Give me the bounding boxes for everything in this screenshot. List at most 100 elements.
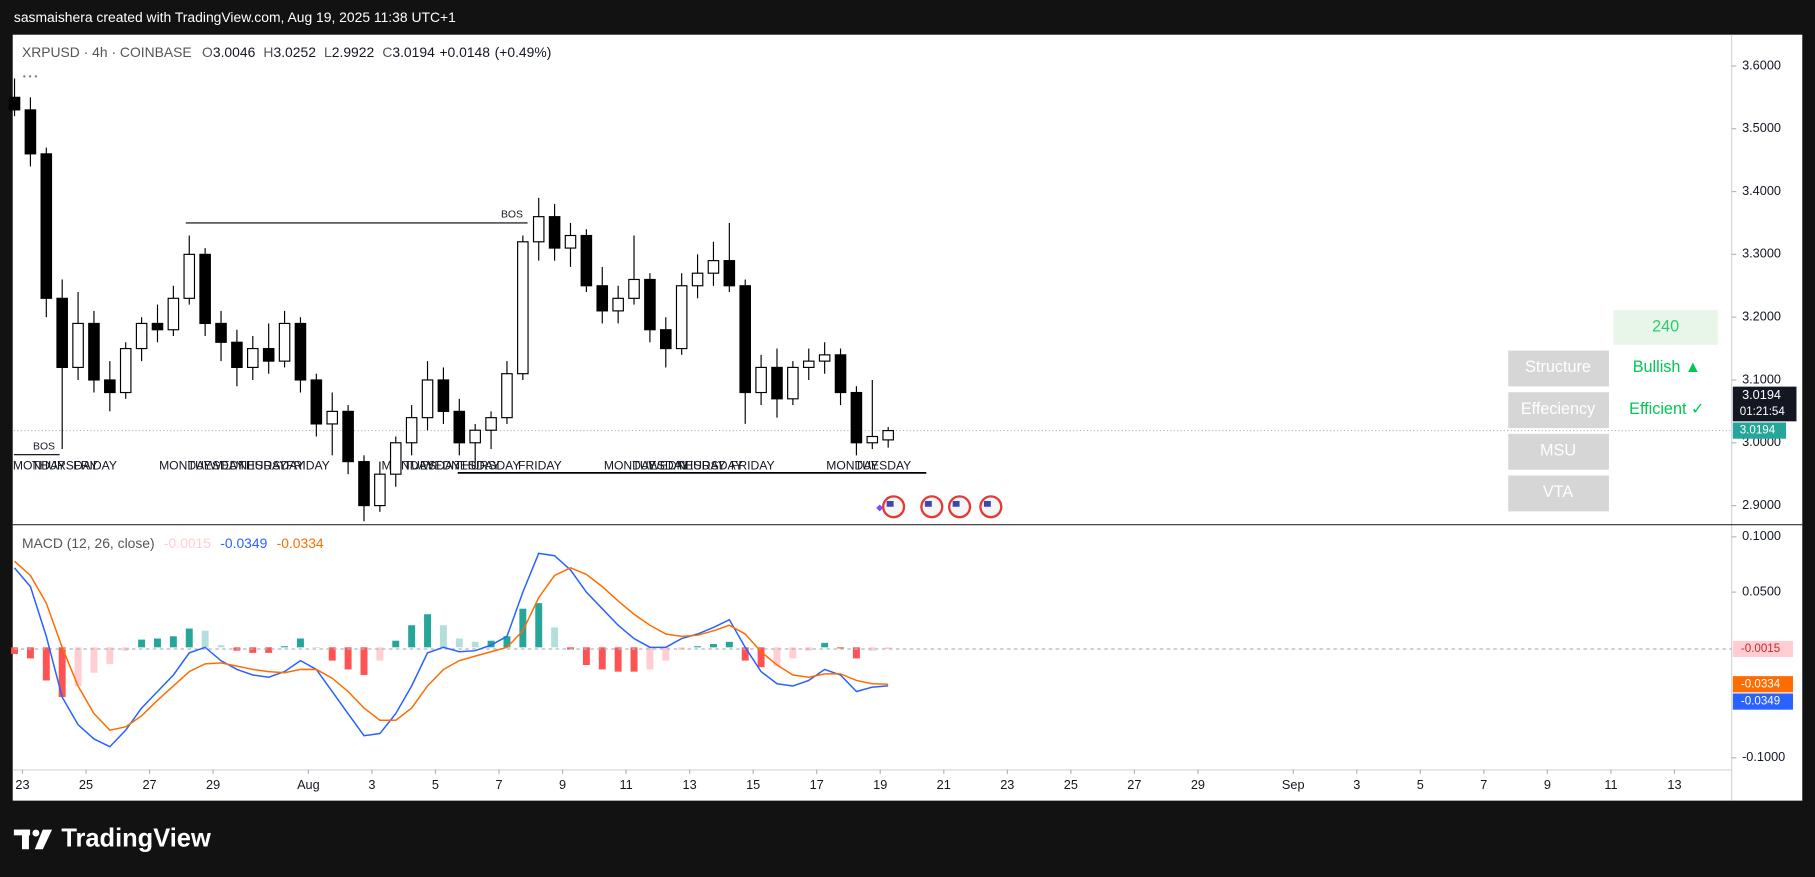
- ohlc-prefix: L: [324, 44, 332, 60]
- x-tick-label: 27: [1127, 777, 1141, 792]
- candle-body: [755, 366, 767, 394]
- attribution: sasmaishera created with TradingView.com…: [14, 9, 456, 25]
- session-label: TUESDAY: [632, 458, 688, 472]
- y-tick-label: 3.2000: [1742, 309, 1781, 324]
- macd-line: [13, 552, 889, 748]
- candle-body: [532, 216, 545, 243]
- candle-body: [437, 379, 450, 412]
- macd-histogram-bar: [376, 647, 384, 661]
- x-tick-label: 25: [1064, 777, 1078, 792]
- event-flags[interactable]: [876, 495, 1003, 519]
- session-label: THURSDAY: [238, 458, 304, 472]
- x-tick-label: 23: [1000, 777, 1014, 792]
- macd-value-tag-label: -0.0015: [1741, 643, 1780, 655]
- candle-body: [310, 379, 323, 425]
- candle-body: [485, 417, 497, 431]
- y-tick-label: 3.5000: [1742, 120, 1781, 135]
- macd-histogram-bar: [106, 647, 114, 664]
- candle-body: [644, 278, 656, 331]
- ohlc-value: 3.0046: [213, 44, 256, 60]
- candle-body: [612, 297, 624, 312]
- session-label: THURSDAY: [32, 458, 98, 472]
- macd-histogram-bar: [344, 647, 352, 670]
- macd-histogram-bar: [471, 641, 479, 648]
- candle-body: [771, 366, 783, 400]
- macd-histogram-bar: [392, 640, 400, 648]
- candle-body: [517, 241, 529, 375]
- dot: [23, 75, 26, 78]
- macd-histogram-bar: [852, 647, 860, 659]
- candle-body: [580, 234, 593, 287]
- session-label: FRIDAY: [518, 458, 562, 472]
- candle-body: [24, 109, 37, 155]
- candle-body: [802, 360, 815, 368]
- row-label: VTA: [1543, 483, 1573, 501]
- macd-histogram-bar: [582, 647, 590, 666]
- session-label: TUESDAY: [188, 458, 244, 472]
- session-label: THURSDAY: [455, 458, 521, 472]
- x-tick-label: 15: [746, 777, 760, 792]
- macd-histogram-bar: [837, 647, 845, 649]
- candle-body: [421, 379, 434, 419]
- session-label: MONDAY: [13, 458, 65, 472]
- symbol-title: XRPUSD · 4h · COINBASE: [22, 44, 192, 60]
- logo-part: [32, 829, 40, 837]
- candle-body: [818, 354, 831, 362]
- x-tick-label: Aug: [297, 777, 320, 792]
- macd-histogram-bar: [138, 639, 146, 648]
- candle-body: [342, 410, 354, 463]
- macd-histogram-bar: [154, 638, 161, 648]
- x-tick-label: 23: [15, 777, 29, 792]
- macd-histogram-bar: [217, 645, 225, 648]
- last-price-label: 3.0194: [1740, 425, 1776, 437]
- macd-histogram-bar: [725, 641, 733, 648]
- candle-body: [151, 322, 164, 331]
- x-tick-label: 21: [937, 777, 951, 792]
- x-tick-label: 11: [619, 777, 632, 792]
- candle-body: [358, 461, 370, 507]
- candle-body: [326, 410, 339, 425]
- macd-histogram-bar: [185, 628, 193, 648]
- x-tick-label: 3: [1353, 777, 1360, 792]
- candle-body: [56, 297, 68, 368]
- logo-part: [21, 829, 29, 850]
- flag-canton: [886, 500, 894, 507]
- candle-body: [8, 96, 21, 111]
- countdown-tag: [1732, 386, 1797, 422]
- session-label: WEDNESDAY: [648, 458, 725, 472]
- session-label: WEDNESDAY: [423, 458, 500, 472]
- macd-histogram-bar: [169, 636, 177, 648]
- row-label: Effeciency: [1521, 400, 1596, 418]
- macd-histogram-bar: [709, 644, 717, 648]
- candle-body: [247, 347, 259, 368]
- macd-y-tick-label: 0.1000: [1742, 528, 1781, 543]
- candle-body: [88, 322, 100, 381]
- bos-label: BOS: [501, 210, 523, 221]
- macd-y-tick-label: -0.1000: [1742, 749, 1785, 764]
- macd-title: MACD (12, 26, close): [22, 534, 155, 550]
- more-dots[interactable]: [23, 75, 38, 78]
- macd-value-tag: [1732, 693, 1794, 710]
- y-tick-label: 3.6000: [1742, 57, 1781, 72]
- x-tick-label: 25: [79, 777, 93, 792]
- macd-histogram-bar: [741, 647, 749, 661]
- macd-histogram-bar: [630, 647, 638, 672]
- row-label-cell: [1508, 475, 1609, 512]
- candle-body: [866, 435, 879, 444]
- candle-body: [167, 297, 180, 331]
- session-label: TUESDAY: [855, 458, 911, 472]
- candle-body: [389, 442, 402, 475]
- candle-body: [691, 272, 704, 287]
- session-label: FRIDAY: [731, 458, 775, 472]
- candle-body: [231, 341, 243, 368]
- x-tick-label: 17: [810, 777, 824, 792]
- row-label-cell: [1508, 433, 1609, 470]
- y-tick-label: 3.4000: [1742, 183, 1781, 198]
- row-label: MSU: [1540, 442, 1576, 460]
- macd-histogram-bar: [757, 647, 765, 668]
- x-tick-label: 5: [432, 777, 439, 792]
- session-label: MONDAY: [826, 458, 878, 472]
- x-tick-label: 19: [873, 777, 887, 792]
- x-tick-label: Sep: [1282, 777, 1305, 792]
- macd-histogram-bar: [58, 647, 66, 698]
